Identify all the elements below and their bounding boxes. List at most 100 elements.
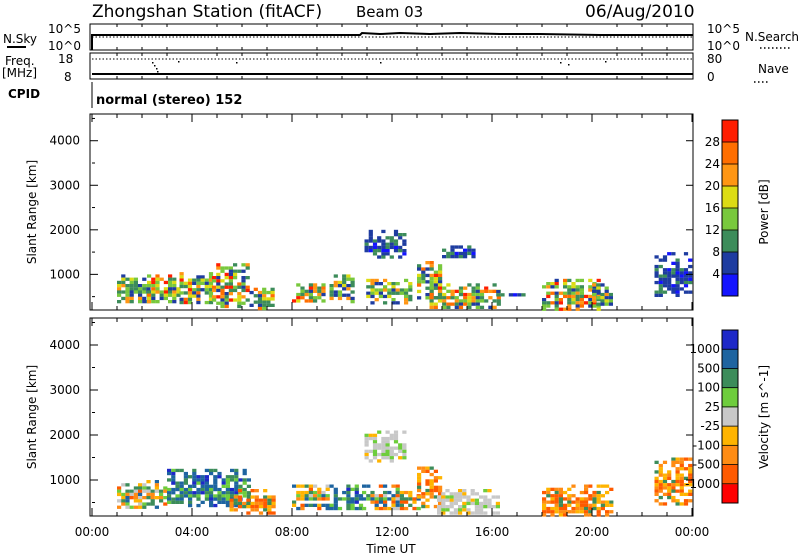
velocity-cell: [125, 483, 130, 487]
power-cell: [125, 284, 130, 288]
power-cell: [496, 293, 501, 297]
power-cell: [346, 274, 351, 278]
power-cell: [391, 288, 396, 292]
velocity-cell: [146, 502, 151, 506]
power-cell: [212, 285, 217, 289]
velocity-cell: [688, 499, 693, 503]
power-cell: [671, 290, 676, 294]
velocity-cell: [575, 500, 580, 504]
power-cell: [129, 300, 134, 304]
power-cell: [450, 296, 455, 300]
power-cell: [142, 300, 147, 304]
velocity-cell: [395, 503, 400, 507]
power-cell: [417, 296, 422, 300]
velocity-cell: [596, 490, 601, 495]
nsky-trace: [91, 31, 693, 50]
velocity-cell: [183, 494, 188, 498]
power-cell: [266, 297, 271, 301]
power-cell: [377, 236, 382, 240]
velocity-cell: [346, 500, 351, 504]
power-colorbar-segment: [722, 274, 738, 297]
power-cell: [168, 300, 173, 304]
power-cell: [342, 284, 347, 288]
velocity-cell: [658, 479, 663, 484]
power-cell: [604, 296, 609, 300]
velocity-cell: [250, 505, 255, 509]
velocity-colorbar-tick-label: -500: [693, 458, 720, 472]
power-cell: [675, 280, 680, 285]
power-cell: [179, 272, 184, 276]
power-cell: [129, 290, 134, 294]
power-cell: [187, 288, 193, 292]
power-cell: [142, 284, 147, 288]
power-cell: [121, 280, 126, 285]
power-cell: [391, 291, 396, 295]
velocity-cell: [466, 511, 471, 515]
power-colorbar-segment: [722, 230, 738, 253]
power-cell: [117, 280, 122, 285]
power-cell: [179, 284, 184, 289]
power-cell: [300, 286, 305, 290]
velocity-cell: [385, 452, 390, 457]
velocity-cell: [550, 513, 555, 517]
power-cell: [216, 266, 221, 270]
power-cell: [308, 292, 313, 297]
velocity-cell: [395, 490, 400, 495]
velocity-cell: [292, 500, 297, 504]
velocity-cell: [381, 436, 386, 441]
velocity-cell: [675, 502, 680, 506]
power-cell: [237, 304, 242, 309]
velocity-cell: [609, 510, 614, 514]
power-cell: [463, 248, 468, 252]
power-cell: [558, 301, 563, 305]
power-cell: [475, 286, 480, 290]
velocity-cell: [671, 483, 676, 487]
power-cell: [479, 305, 485, 309]
freq-tick-top: 18: [58, 52, 73, 66]
power-cell: [679, 271, 684, 275]
velocity-cell: [584, 510, 589, 514]
power-cell: [237, 301, 242, 305]
power-cell: [313, 286, 318, 290]
velocity-cell: [138, 492, 143, 497]
power-cell: [374, 288, 379, 292]
velocity-cell: [192, 491, 197, 495]
freq-tick-bottom: 8: [64, 70, 72, 84]
velocity-cell: [296, 497, 301, 501]
power-cell: [662, 255, 668, 259]
power-cell: [313, 296, 318, 300]
power-cell: [671, 268, 676, 272]
velocity-cell: [429, 495, 434, 499]
velocity-cell: [254, 501, 259, 506]
y-tick-label: 2000: [49, 428, 80, 442]
velocity-cell: [466, 498, 471, 502]
power-cell: [155, 274, 160, 278]
velocity-cell: [592, 500, 597, 504]
velocity-cell: [325, 494, 330, 498]
velocity-cell: [213, 503, 218, 508]
velocity-cell: [546, 500, 551, 504]
power-cell: [228, 269, 233, 273]
velocity-cell: [246, 505, 251, 509]
velocity-cell: [588, 506, 593, 511]
velocity-cell: [395, 484, 400, 488]
velocity-cell: [383, 503, 388, 507]
power-cell: [408, 294, 413, 299]
power-cell: [600, 296, 605, 300]
velocity-cell: [146, 480, 151, 484]
power-cell: [364, 239, 369, 243]
velocity-cell: [200, 500, 205, 504]
power-cell: [192, 288, 197, 292]
power-cell: [204, 284, 209, 289]
power-cell: [262, 290, 267, 295]
freq-panel-frame: [89, 52, 694, 80]
power-cell: [442, 286, 447, 290]
power-cell: [675, 290, 680, 294]
velocity-cell: [346, 490, 351, 495]
velocity-cell: [688, 470, 693, 474]
velocity-cell: [391, 503, 396, 507]
velocity-cell: [250, 495, 255, 499]
power-cell: [454, 255, 459, 259]
velocity-cell: [358, 503, 364, 507]
velocity-cell: [242, 481, 247, 485]
